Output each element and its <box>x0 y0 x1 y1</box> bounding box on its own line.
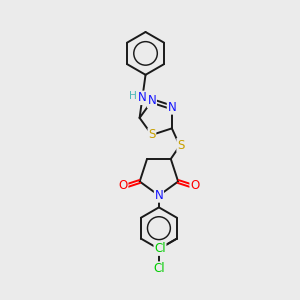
Text: N: N <box>138 91 147 104</box>
Text: Cl: Cl <box>153 262 165 275</box>
Text: S: S <box>177 139 184 152</box>
Text: O: O <box>190 179 200 192</box>
Text: H: H <box>129 92 137 101</box>
Text: Cl: Cl <box>154 242 166 255</box>
Text: N: N <box>148 94 156 107</box>
Text: S: S <box>148 128 156 141</box>
Text: N: N <box>167 101 176 114</box>
Text: O: O <box>118 179 128 192</box>
Text: N: N <box>154 189 163 202</box>
